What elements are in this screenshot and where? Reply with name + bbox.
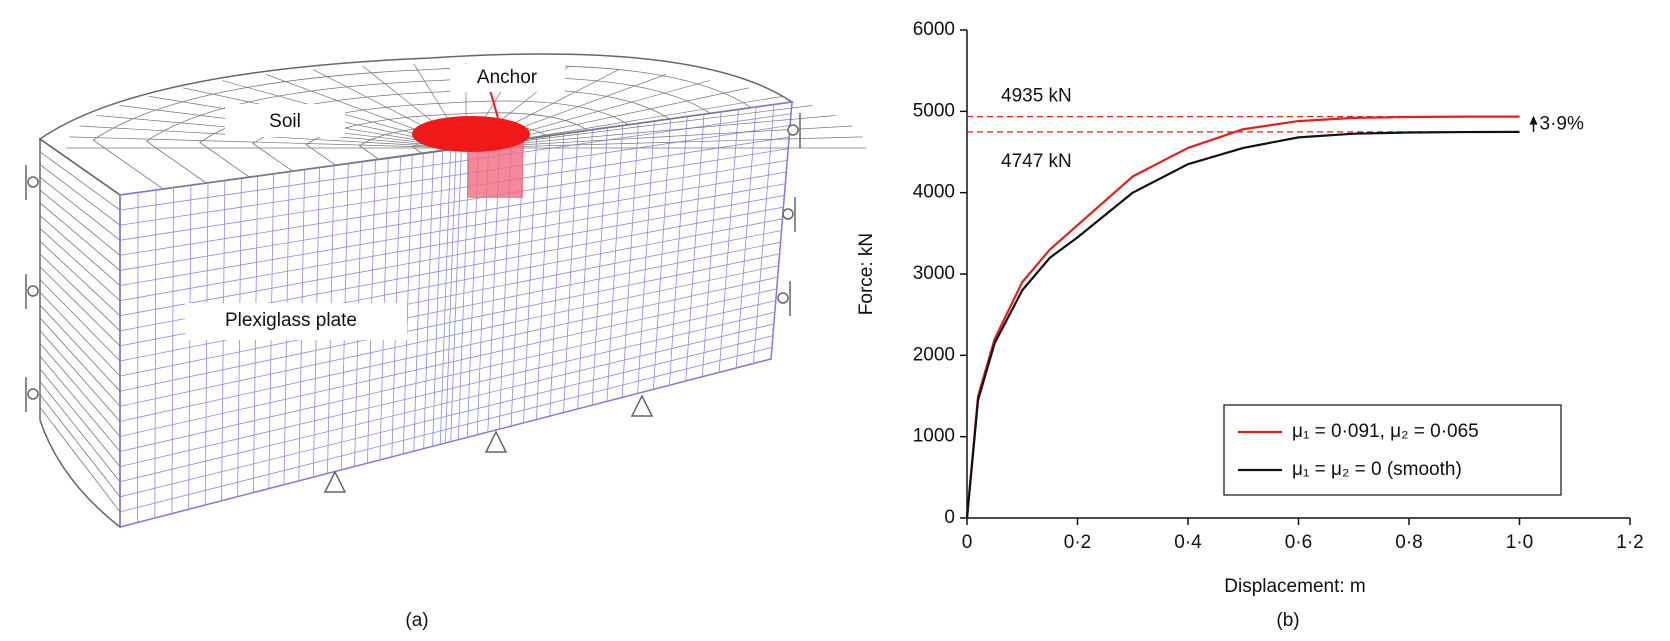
mesh-line [39, 266, 121, 347]
supports [25, 113, 801, 493]
mesh-line [119, 311, 775, 468]
y-tick-label: 2000 [913, 344, 955, 365]
roller [27, 388, 39, 400]
roller [787, 124, 799, 136]
data-line [965, 130, 1520, 519]
legend-label: μ₁ = μ₂ = 0 (smooth) [1292, 459, 1462, 480]
anchor-plate [412, 116, 530, 152]
roller [27, 285, 39, 297]
x-tick-label: 0·4 [1174, 532, 1202, 553]
mesh-line [119, 300, 776, 452]
legend-label: μ₁ = 0·091, μ₂ = 0·065 [1292, 421, 1479, 442]
label-box [185, 303, 407, 340]
roller [782, 208, 794, 220]
mesh-line [39, 343, 121, 437]
mesh-line [39, 330, 121, 422]
annotation: 3·9% [1540, 113, 1584, 134]
mesh-line [39, 151, 121, 211]
y-tick-label: 4000 [913, 182, 955, 203]
mesh-line [39, 394, 121, 498]
anchor-label: Anchor [477, 67, 538, 88]
caption: (a) [405, 610, 428, 631]
caption: (b) [1276, 610, 1299, 631]
support [323, 470, 347, 493]
soil-label: Soil [269, 111, 301, 132]
x-tick-label: 0·6 [1285, 532, 1312, 553]
mesh-line [119, 253, 780, 392]
mesh-line [39, 215, 121, 286]
y-tick-label: 1000 [913, 426, 955, 447]
soil-side [39, 137, 121, 529]
mesh-line [119, 276, 778, 422]
plate-label: Plexiglass plate [225, 310, 357, 331]
reference-label: 4935 kN [1001, 86, 1072, 107]
mesh-line [119, 346, 773, 513]
mesh-line [119, 230, 782, 362]
mesh-line [39, 189, 121, 256]
label-box [450, 64, 565, 92]
mesh-line [39, 240, 121, 317]
mesh-line [465, 136, 863, 149]
anchor [412, 89, 530, 198]
mesh-line [119, 171, 787, 286]
roller [777, 292, 789, 304]
y-axis-label: Force: kN [856, 233, 877, 315]
mesh-line [39, 406, 121, 513]
mesh-line [119, 265, 779, 407]
mesh-line [79, 125, 467, 149]
mesh-line [119, 183, 786, 302]
label-box [225, 104, 345, 137]
y-tick-label: 0 [944, 507, 955, 528]
x-tick-label: 1·2 [1616, 532, 1643, 553]
mesh-line [119, 160, 788, 271]
arrow-head [1529, 115, 1538, 125]
x-tick-label: 0·8 [1395, 532, 1422, 553]
soil-top [38, 53, 795, 196]
x-tick-label: 1·0 [1506, 532, 1533, 553]
mesh-line [39, 164, 121, 226]
x-tick-label: 0 [962, 532, 973, 553]
mesh-line [119, 195, 785, 317]
mesh-line [119, 148, 789, 256]
y-tick-label: 3000 [913, 263, 955, 284]
mesh-line [39, 317, 121, 407]
mesh-line [39, 177, 121, 241]
mesh-line [119, 136, 790, 241]
legend-box [1223, 404, 1562, 496]
mesh-line [39, 304, 121, 392]
mesh-line [39, 291, 121, 377]
mesh-line [39, 381, 121, 482]
mesh-line [39, 253, 121, 332]
mesh-line [145, 77, 712, 184]
mesh-line [39, 228, 121, 301]
mesh-line [39, 355, 121, 452]
mesh-line [69, 136, 467, 149]
y-tick-label: 5000 [913, 100, 955, 121]
anchor-pointer [489, 89, 499, 119]
support [630, 394, 654, 417]
mesh-line [39, 368, 121, 467]
mesh-line [39, 202, 121, 271]
mesh-line [119, 288, 777, 437]
roller [27, 176, 39, 188]
mesh-line [119, 113, 792, 211]
mesh-line [39, 279, 121, 362]
reference-label: 4747 kN [1001, 151, 1072, 172]
mesh-line [119, 335, 774, 498]
support [484, 430, 508, 453]
x-tick-label: 0·2 [1064, 532, 1091, 553]
data-line [965, 115, 1520, 519]
mesh-line [119, 323, 774, 483]
mesh-line [465, 115, 836, 149]
y-tick-label: 6000 [913, 19, 955, 40]
mesh-line [119, 241, 781, 377]
x-axis-label: Displacement: m [1224, 576, 1366, 597]
